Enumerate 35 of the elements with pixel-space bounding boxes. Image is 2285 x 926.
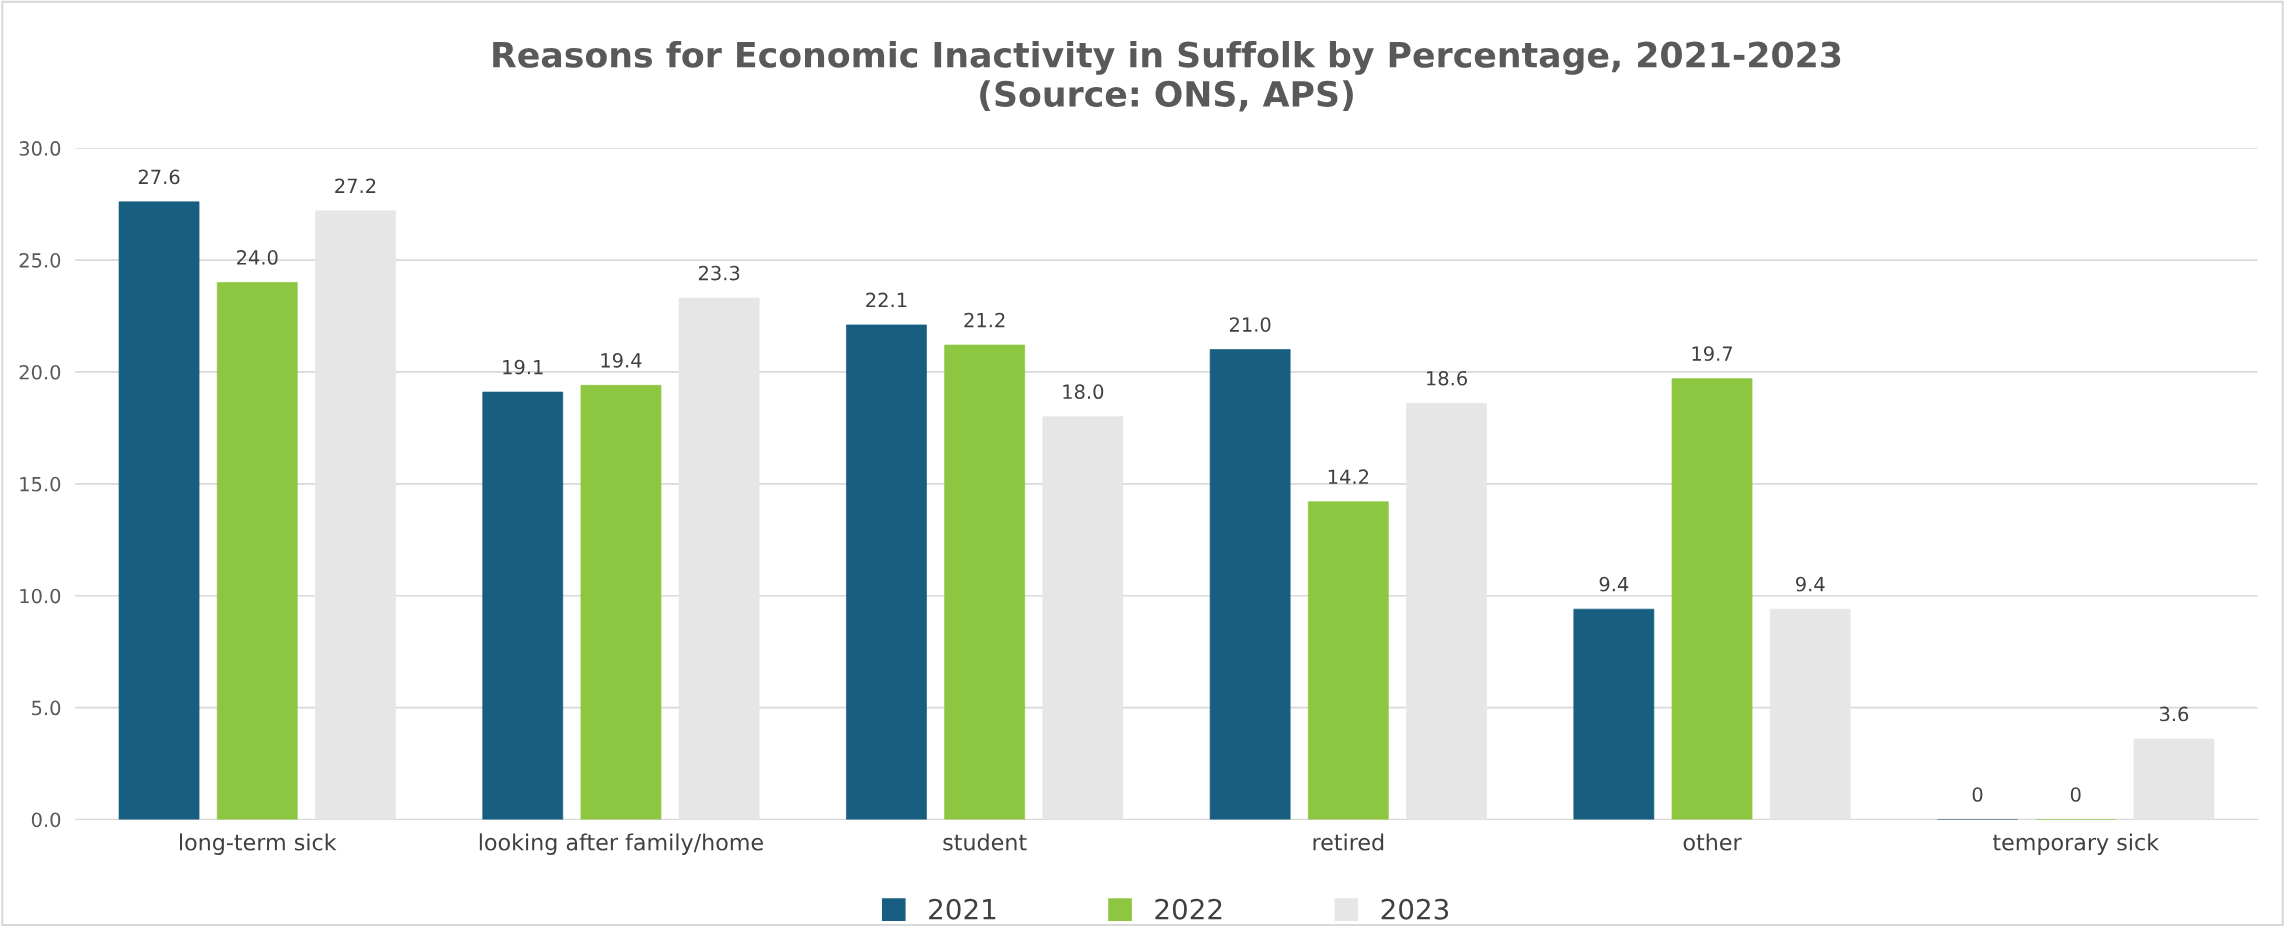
x-tick-label: long-term sick [180, 833, 337, 855]
x-tick-label: temporary sick [1992, 833, 2160, 855]
data-label: 19.1 [503, 359, 543, 375]
data-label: 21.0 [1229, 317, 1271, 332]
legend-label: 2023 [1381, 898, 1449, 920]
data-label: 0 [1972, 787, 1983, 802]
data-label: 19.4 [601, 353, 642, 368]
chart-title: Reasons for Economic Inactivity in Suffolk by Percentage, 2021-2023 (Source: ONS, APS) [493, 40, 1841, 112]
data-label: 14.2 [1328, 469, 1369, 484]
y-tick-label: 10.0 [20, 588, 61, 604]
legend-label: 2022 [1155, 898, 1222, 920]
data-label: 9.4 [1796, 576, 1825, 592]
x-tick-label: looking after family/home [479, 833, 763, 855]
data-label: 18.6 [1427, 370, 1467, 386]
data-label: 23.3 [698, 265, 740, 281]
y-tick-label: 0.0 [31, 812, 61, 828]
y-tick-label: 15.0 [20, 476, 61, 492]
y-tick-label: 25.0 [19, 253, 61, 268]
data-label: 3.6 [2159, 706, 2189, 722]
data-label: 27.6 [138, 169, 180, 185]
y-tick-label: 20.0 [19, 364, 61, 380]
legend-label: 2021 [929, 898, 996, 920]
data-label: 9.4 [1599, 576, 1629, 592]
data-label: 18.0 [1063, 384, 1104, 400]
y-tick-label: 5.0 [32, 700, 61, 716]
data-label: 24.0 [237, 250, 278, 265]
data-label: 27.2 [335, 178, 376, 193]
data-label: 0 [2070, 787, 2081, 802]
data-label: 21.2 [964, 312, 1005, 328]
x-tick-label: other [1683, 833, 1742, 851]
x-tick-label: retired [1313, 833, 1384, 851]
data-label: 22.1 [866, 292, 907, 308]
data-label: 19.7 [1692, 346, 1733, 361]
y-tick-label: 30.0 [19, 141, 61, 156]
x-tick-label: student [943, 833, 1027, 851]
